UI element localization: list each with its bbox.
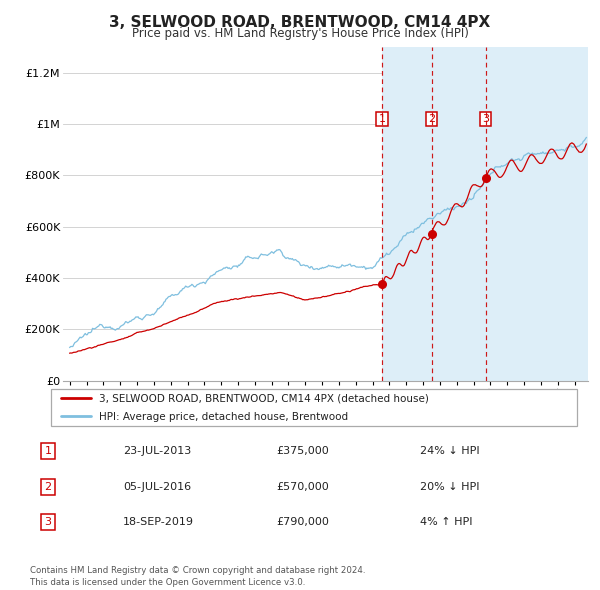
FancyBboxPatch shape xyxy=(50,389,577,426)
Text: 05-JUL-2016: 05-JUL-2016 xyxy=(123,482,191,491)
Text: 3: 3 xyxy=(44,517,52,527)
Text: 3, SELWOOD ROAD, BRENTWOOD, CM14 4PX: 3, SELWOOD ROAD, BRENTWOOD, CM14 4PX xyxy=(109,15,491,30)
Text: Price paid vs. HM Land Registry's House Price Index (HPI): Price paid vs. HM Land Registry's House … xyxy=(131,27,469,40)
Text: HPI: Average price, detached house, Brentwood: HPI: Average price, detached house, Bren… xyxy=(99,412,348,422)
Text: 4% ↑ HPI: 4% ↑ HPI xyxy=(420,517,473,527)
Text: 24% ↓ HPI: 24% ↓ HPI xyxy=(420,447,479,456)
Text: 3, SELWOOD ROAD, BRENTWOOD, CM14 4PX (detached house): 3, SELWOOD ROAD, BRENTWOOD, CM14 4PX (de… xyxy=(99,394,428,404)
Text: £570,000: £570,000 xyxy=(276,482,329,491)
Text: 3: 3 xyxy=(482,114,489,124)
Text: Contains HM Land Registry data © Crown copyright and database right 2024.
This d: Contains HM Land Registry data © Crown c… xyxy=(30,566,365,587)
Bar xyxy=(382,47,431,381)
Text: £375,000: £375,000 xyxy=(276,447,329,456)
Text: 2: 2 xyxy=(44,482,52,491)
Text: 1: 1 xyxy=(44,447,52,456)
Text: 2: 2 xyxy=(428,114,435,124)
Text: 1: 1 xyxy=(379,114,385,124)
Bar xyxy=(485,47,600,381)
Text: 23-JUL-2013: 23-JUL-2013 xyxy=(123,447,191,456)
Bar xyxy=(431,47,485,381)
Text: 18-SEP-2019: 18-SEP-2019 xyxy=(123,517,194,527)
Text: £790,000: £790,000 xyxy=(276,517,329,527)
Text: 20% ↓ HPI: 20% ↓ HPI xyxy=(420,482,479,491)
